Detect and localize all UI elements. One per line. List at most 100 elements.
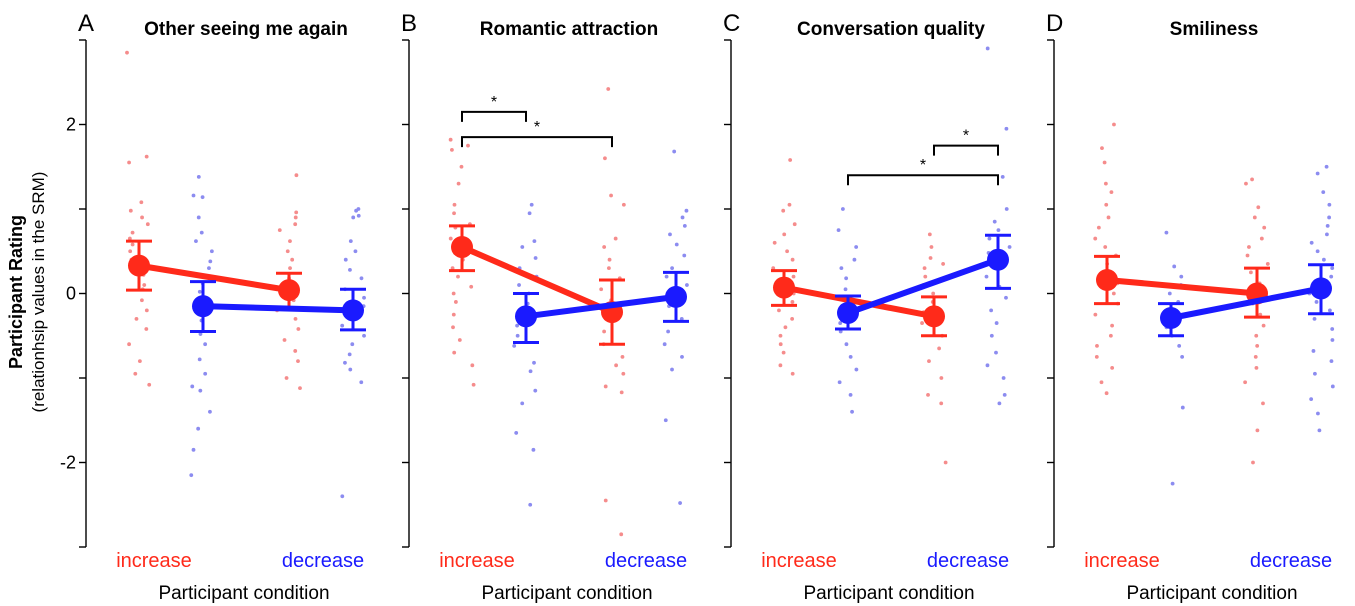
data-point bbox=[928, 256, 933, 260]
data-point bbox=[356, 213, 361, 218]
data-point bbox=[1104, 202, 1109, 207]
data-point bbox=[142, 283, 147, 287]
data-point bbox=[1112, 122, 1116, 127]
data-point bbox=[927, 232, 932, 237]
data-point bbox=[293, 349, 298, 353]
data-point bbox=[1330, 327, 1335, 331]
series-line-increase bbox=[1104, 276, 1260, 297]
data-point bbox=[1244, 181, 1248, 186]
data-point bbox=[1255, 343, 1260, 348]
series-line-decrease bbox=[845, 256, 1001, 316]
data-point bbox=[531, 447, 536, 452]
panel-b: B Romantic attraction increase decrease Part… bbox=[401, 10, 689, 604]
data-point bbox=[607, 257, 612, 262]
panel-c: C Conversation quality increase decrease Par… bbox=[723, 10, 1012, 604]
data-point bbox=[285, 249, 290, 254]
x-category-label: decrease bbox=[282, 550, 364, 572]
data-point bbox=[989, 308, 994, 313]
data-point bbox=[606, 266, 611, 271]
data-point bbox=[674, 242, 679, 247]
y-tick-label: 0 bbox=[66, 284, 76, 304]
mean-marker-increase bbox=[451, 236, 473, 259]
significance-bracket bbox=[461, 110, 527, 122]
significance-bracket bbox=[933, 144, 999, 156]
data-point bbox=[512, 343, 517, 348]
data-point bbox=[127, 236, 132, 241]
data-point bbox=[293, 316, 298, 321]
data-point bbox=[778, 333, 783, 338]
data-point bbox=[603, 384, 608, 389]
data-point bbox=[350, 342, 355, 347]
data-point bbox=[939, 376, 944, 380]
x-axis-title: Participant condition bbox=[158, 583, 329, 604]
data-point bbox=[147, 382, 152, 387]
data-point bbox=[294, 173, 299, 178]
data-point bbox=[451, 325, 455, 330]
x-category-label: decrease bbox=[605, 550, 687, 572]
mean-marker-decrease bbox=[837, 301, 859, 324]
data-point bbox=[679, 316, 684, 321]
data-point bbox=[1252, 215, 1257, 220]
data-point bbox=[140, 298, 144, 303]
data-point bbox=[614, 363, 619, 368]
data-point bbox=[680, 354, 684, 359]
data-point bbox=[662, 342, 667, 347]
data-point bbox=[790, 316, 795, 321]
mean-marker-decrease bbox=[515, 305, 537, 328]
data-point bbox=[208, 259, 213, 264]
data-point bbox=[1177, 343, 1182, 348]
data-point bbox=[520, 245, 525, 249]
data-point bbox=[1316, 411, 1320, 416]
data-point bbox=[125, 50, 129, 55]
data-point bbox=[1250, 177, 1254, 182]
data-point bbox=[453, 300, 458, 304]
data-point bbox=[348, 267, 352, 272]
significance-bracket bbox=[847, 174, 999, 186]
data-point bbox=[1261, 323, 1266, 328]
data-point bbox=[1315, 171, 1320, 176]
data-point bbox=[128, 208, 133, 213]
data-point bbox=[340, 323, 345, 328]
data-point bbox=[1170, 481, 1175, 486]
panel-title: Smiliness bbox=[1170, 19, 1259, 40]
mean-marker-decrease bbox=[1160, 307, 1182, 330]
data-point bbox=[778, 363, 783, 368]
data-point bbox=[772, 240, 777, 245]
data-point bbox=[1325, 224, 1330, 228]
data-point bbox=[620, 354, 625, 359]
significance-star: * bbox=[534, 119, 540, 136]
data-point bbox=[987, 236, 992, 241]
data-point bbox=[528, 369, 533, 374]
series-line-decrease bbox=[1168, 285, 1324, 322]
data-point bbox=[838, 321, 843, 325]
data-point bbox=[532, 239, 537, 244]
significance-star: * bbox=[963, 128, 969, 145]
x-category-label: decrease bbox=[927, 550, 1009, 572]
data-point bbox=[139, 200, 144, 205]
data-point bbox=[994, 350, 998, 355]
data-point bbox=[685, 283, 689, 287]
data-point bbox=[621, 202, 626, 207]
data-point bbox=[469, 284, 474, 289]
data-point bbox=[190, 384, 195, 389]
data-point bbox=[456, 274, 460, 279]
data-point bbox=[359, 276, 364, 281]
data-point bbox=[1104, 391, 1109, 396]
y-axis-title-sub: (relationhsip values in the SRM) bbox=[29, 172, 48, 413]
data-point bbox=[1000, 174, 1005, 179]
data-point bbox=[781, 350, 786, 355]
data-point bbox=[1324, 164, 1329, 169]
data-point bbox=[777, 308, 781, 313]
data-point bbox=[457, 338, 462, 342]
data-point bbox=[1327, 215, 1332, 220]
data-point bbox=[515, 333, 520, 338]
panel-letter: B bbox=[401, 10, 417, 37]
data-point bbox=[340, 494, 345, 499]
data-point bbox=[1249, 270, 1253, 275]
data-point bbox=[1315, 249, 1320, 254]
data-point bbox=[1330, 338, 1335, 342]
data-point bbox=[790, 371, 795, 376]
data-point bbox=[191, 193, 196, 198]
data-point bbox=[1099, 380, 1104, 385]
data-point bbox=[1002, 393, 1007, 397]
